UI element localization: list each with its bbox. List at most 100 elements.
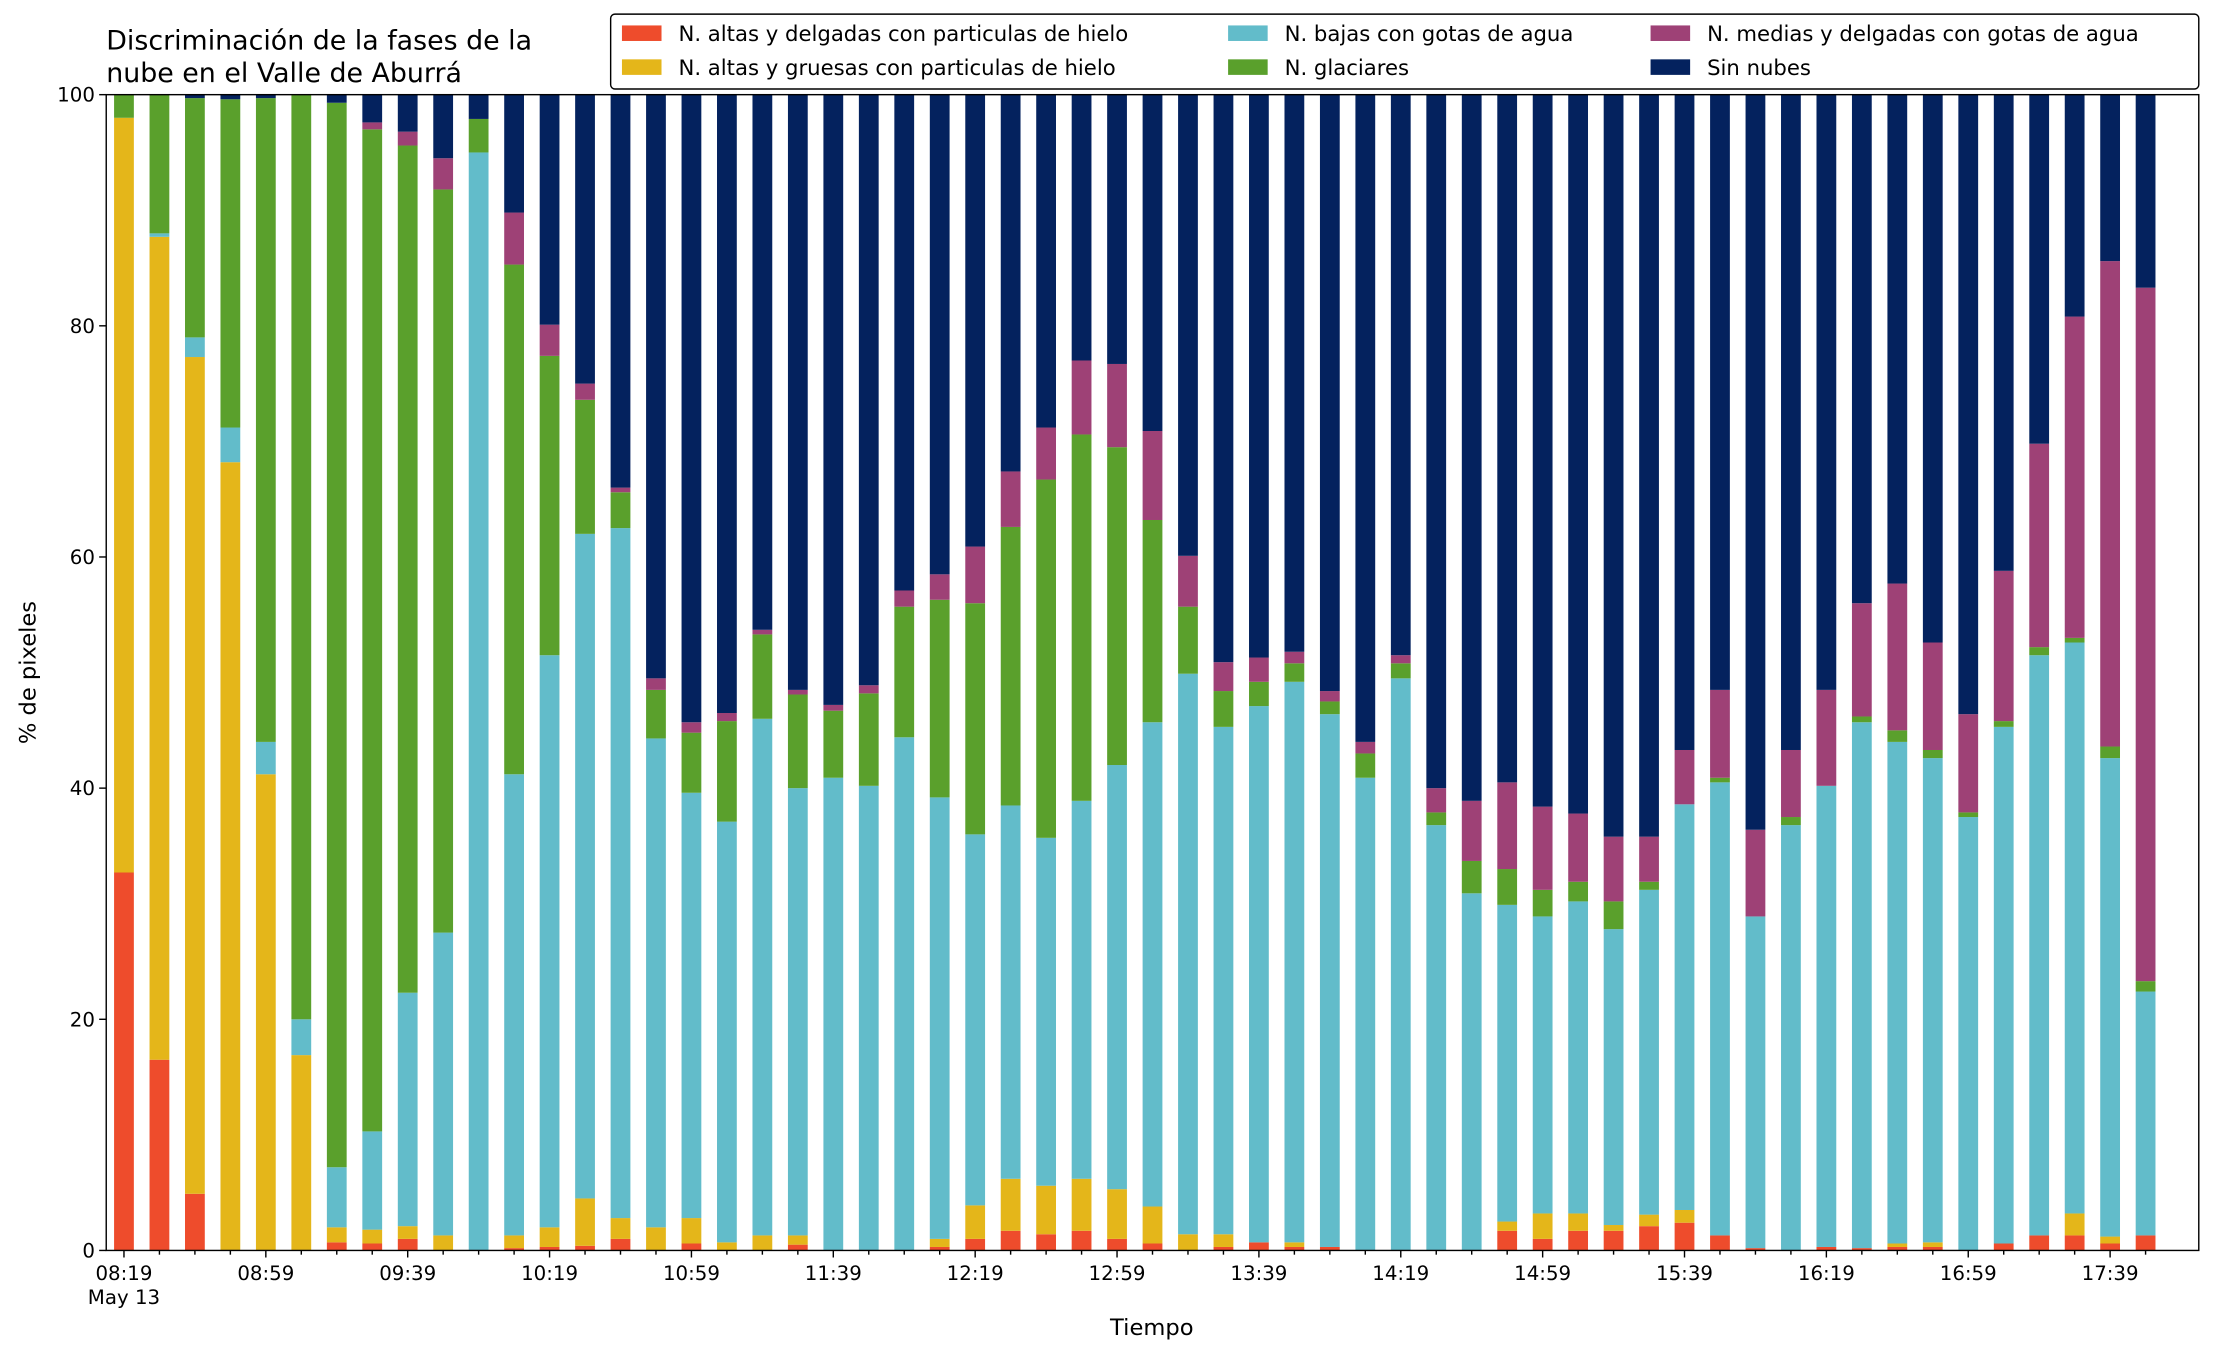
bar-segment xyxy=(965,603,986,835)
bar-segment xyxy=(1000,526,1021,806)
bar-segment xyxy=(1639,889,1659,1215)
bar-segment xyxy=(752,634,773,719)
bar-segment xyxy=(2064,1213,2085,1236)
bar-segment xyxy=(185,337,205,358)
bar-segment xyxy=(362,1229,383,1244)
bar-segment xyxy=(468,118,489,153)
bar-segment xyxy=(326,94,347,103)
bar-segment xyxy=(1851,1248,1872,1251)
bar-segment xyxy=(1178,555,1198,607)
bar-segment xyxy=(1107,94,1127,364)
bar-segment xyxy=(1639,1214,1659,1227)
bar-segment xyxy=(1107,447,1127,766)
y-axis-label: % de pixeles xyxy=(16,601,42,744)
bar-segment xyxy=(1178,606,1198,674)
bar-segment xyxy=(114,872,134,1251)
bar-segment xyxy=(1000,1230,1021,1251)
bar-segment xyxy=(433,94,454,159)
bar-segment xyxy=(1674,94,1695,750)
legend-swatch xyxy=(1228,25,1268,41)
legend: N. altas y delgadas con particulas de hi… xyxy=(609,13,2200,90)
bar-segment xyxy=(1639,1226,1659,1251)
bar-segment xyxy=(858,685,879,694)
y-tick-label: 0 xyxy=(82,1240,95,1263)
bar-segment xyxy=(929,1246,950,1251)
bar-segment xyxy=(504,264,524,775)
bar-segment xyxy=(1284,651,1305,664)
bar-segment xyxy=(1036,94,1056,428)
bar-segment xyxy=(2029,94,2050,444)
bar-segment xyxy=(2064,94,2085,317)
x-tick-label: 16:19 xyxy=(1798,1262,1855,1285)
legend-swatch xyxy=(1228,59,1268,75)
bar-segment xyxy=(362,94,383,123)
bar-segment xyxy=(362,1243,383,1251)
bar-segment xyxy=(1922,758,1943,1243)
bar-segment xyxy=(114,117,134,873)
bar-segment xyxy=(1745,1248,1766,1251)
bar-segment xyxy=(1851,716,1872,723)
bar-segment xyxy=(1355,753,1376,778)
bar-segment xyxy=(610,487,631,493)
bar-segment xyxy=(823,704,844,711)
bar-segment xyxy=(1497,782,1518,870)
bar-segment xyxy=(1142,519,1163,723)
bar-segment xyxy=(1497,904,1518,1222)
bar-segment xyxy=(1568,901,1589,1214)
bar-segment xyxy=(326,1227,347,1243)
bar-segment xyxy=(1249,681,1269,707)
bar-segment xyxy=(468,152,489,1251)
bar-segment xyxy=(1213,94,1234,663)
bar-segment xyxy=(1958,714,1979,813)
bar-segment xyxy=(646,738,666,1228)
bar-segment xyxy=(1710,777,1730,783)
bar-segment xyxy=(1107,765,1127,1190)
bar-segment xyxy=(326,1242,347,1251)
bar-segment xyxy=(539,324,560,356)
bar-segment xyxy=(433,189,454,933)
bar-segment xyxy=(752,629,773,635)
bar-segment xyxy=(646,678,666,690)
bar-segment xyxy=(149,1059,170,1251)
bar-segment xyxy=(1000,94,1021,472)
bar-segment xyxy=(717,94,737,714)
bar-segment xyxy=(1426,94,1447,789)
bar-segment xyxy=(1107,363,1127,448)
bar-segment xyxy=(1071,94,1092,361)
bar-segment xyxy=(1355,94,1376,742)
bar-segment xyxy=(2135,991,2156,1236)
bar-segment xyxy=(1142,1243,1163,1251)
bar-segment xyxy=(1603,901,1624,930)
bar-segment xyxy=(1284,663,1305,682)
bar-segment xyxy=(291,1055,312,1251)
bar-segment xyxy=(1993,94,2014,571)
x-tick-label: 11:39 xyxy=(805,1262,862,1285)
bar-segment xyxy=(1213,1234,1234,1247)
bar-segment xyxy=(610,492,631,529)
bar-segment xyxy=(646,689,666,739)
bar-segment xyxy=(433,158,454,190)
bar-segment xyxy=(1781,825,1801,1251)
bar-segment xyxy=(1071,1178,1092,1231)
legend-label: N. bajas con gotas de agua xyxy=(1285,21,1574,46)
bar-segment xyxy=(1887,583,1908,731)
bar-segment xyxy=(894,94,915,591)
bar-segment xyxy=(362,122,383,130)
chart-title: Discriminación de la fases de la xyxy=(106,25,532,56)
bar-segment xyxy=(1922,1246,1943,1251)
y-tick-label: 80 xyxy=(70,315,95,338)
bar-segment xyxy=(575,533,595,1199)
bar-segment xyxy=(1426,825,1447,1251)
bar-segment xyxy=(1319,1246,1340,1251)
bar-segment xyxy=(1993,1243,2014,1251)
x-tick-label: 09:39 xyxy=(379,1262,436,1285)
bar-segment xyxy=(1107,1238,1127,1251)
bar-segment xyxy=(504,1235,524,1249)
legend-label: N. altas y gruesas con particulas de hie… xyxy=(678,55,1115,80)
bar-segment xyxy=(504,774,524,1236)
bar-segment xyxy=(1284,1246,1305,1251)
bar-segment xyxy=(1958,817,1979,1251)
bar-segment xyxy=(1142,430,1163,520)
bar-segment xyxy=(362,129,383,1132)
bar-segment xyxy=(149,236,170,1060)
